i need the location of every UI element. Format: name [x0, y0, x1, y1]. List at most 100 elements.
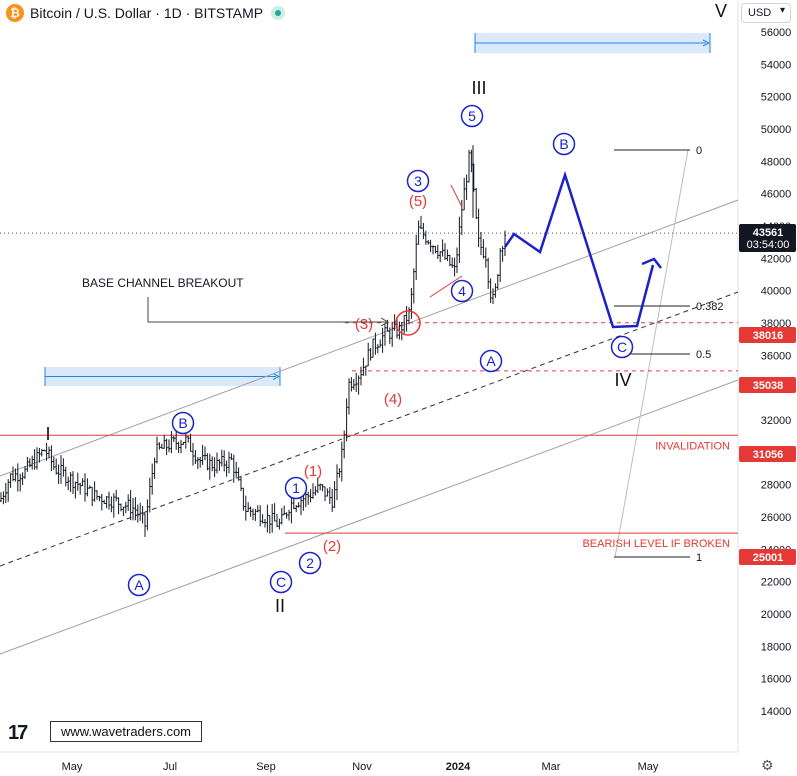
price-bar [86, 478, 89, 497]
price-bar [283, 505, 286, 516]
price-bar [369, 348, 372, 361]
price-bar [223, 450, 226, 472]
price-bar [501, 245, 504, 262]
wave-circle-label: C [617, 339, 627, 355]
price-bar [9, 473, 12, 488]
price-bar [405, 306, 408, 332]
price-bar [124, 501, 127, 514]
price-bar [151, 463, 154, 495]
breakout-circle [395, 310, 421, 336]
price-bar [439, 251, 442, 263]
price-bar [259, 505, 262, 527]
price-bar [496, 273, 499, 290]
fib-level-label: 0.382 [696, 301, 724, 313]
price-bar [134, 497, 137, 521]
price-bar [64, 466, 67, 487]
y-tick-label: 50000 [761, 124, 792, 136]
price-bar [127, 494, 130, 511]
y-tick-label: 48000 [761, 156, 792, 168]
price-bar [266, 504, 269, 533]
price-bar [184, 431, 187, 449]
price-bar [21, 472, 24, 486]
price-bar [76, 472, 79, 491]
channel-mid-dashed-line [0, 291, 739, 567]
price-bar [379, 339, 382, 348]
wave-circle [298, 551, 322, 575]
price-bar [227, 451, 231, 474]
wave-circle-label: 3 [414, 173, 422, 189]
price-bar [489, 278, 492, 304]
wave-circle [269, 570, 293, 594]
price-bar [424, 230, 427, 245]
wave-circle-label: A [134, 577, 144, 593]
price-bar [201, 444, 204, 465]
price-badge [739, 446, 796, 462]
price-bar [33, 449, 36, 470]
chart-header: ₿ Bitcoin / U.S. Dollar · 1D · BITSTAMP [0, 0, 286, 26]
y-tick-label: 20000 [761, 609, 792, 621]
price-badge-label: 35038 [753, 380, 784, 392]
wave-red-label: (4) [384, 391, 402, 408]
price-bar [503, 230, 507, 256]
price-bar [251, 508, 255, 521]
price-bar [431, 245, 435, 255]
price-bar [271, 503, 274, 533]
price-bar [55, 458, 58, 475]
currency-selector[interactable]: USD ▾ [741, 3, 791, 23]
price-bar [7, 479, 10, 502]
price-bar [35, 447, 39, 470]
price-bar [311, 483, 315, 499]
price-bar [477, 208, 480, 248]
wave-circle [450, 279, 474, 303]
price-bar [415, 234, 418, 281]
price-bar [319, 483, 322, 491]
price-bar [100, 493, 103, 511]
price-bar [256, 505, 259, 513]
price-bar [451, 257, 454, 268]
price-bar [43, 449, 46, 452]
wave-circle [171, 411, 195, 435]
price-bar [208, 453, 211, 480]
wave-circle-label: 1 [292, 480, 300, 496]
y-tick-label: 18000 [761, 641, 792, 653]
gear-icon[interactable]: ⚙ [761, 757, 774, 773]
price-bars [0, 149, 507, 537]
symbol-title[interactable]: Bitcoin / U.S. Dollar · 1D · BITSTAMP [30, 5, 264, 21]
y-tick-label: 26000 [761, 512, 792, 524]
price-bar [467, 149, 471, 183]
price-bar [189, 433, 192, 452]
price-bar [487, 257, 490, 289]
wave-primary-label: IV [614, 370, 631, 390]
wave-circle [406, 169, 430, 193]
price-bar [455, 247, 459, 274]
price-bar [131, 497, 135, 521]
price-bar [338, 468, 341, 478]
price-bar [93, 481, 96, 502]
price-bar [340, 441, 343, 482]
price-bar [69, 472, 72, 493]
price-bar [261, 514, 264, 524]
price-bar [95, 490, 99, 500]
price-bar [225, 460, 228, 477]
wave-circle-label: 5 [468, 108, 476, 124]
tradingview-logo-icon[interactable]: 17 [8, 722, 28, 744]
price-bar [182, 441, 185, 446]
price-bar [388, 327, 391, 344]
price-bar [167, 439, 171, 453]
price-bar [129, 490, 132, 521]
wave-circle-label: B [178, 415, 187, 431]
wave-circle [479, 349, 503, 373]
price-bar [38, 448, 41, 463]
price-bar [172, 435, 175, 443]
wave-red-label: (1) [304, 463, 322, 480]
price-bar [403, 314, 406, 334]
price-bar [316, 477, 319, 494]
price-bar [230, 453, 233, 460]
price-bar [359, 366, 363, 386]
price-bar [331, 488, 334, 512]
price-bar [215, 452, 219, 474]
price-badge [739, 224, 796, 252]
price-bar [187, 435, 190, 443]
price-bar [11, 466, 15, 482]
